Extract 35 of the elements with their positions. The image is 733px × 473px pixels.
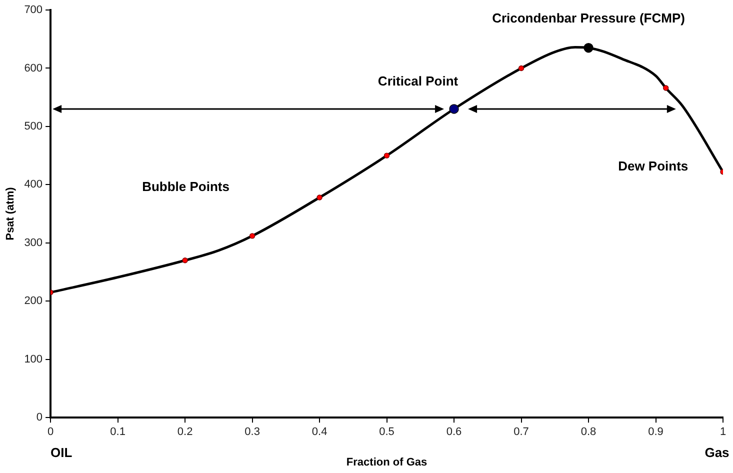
x-tick-label: 0.3 [244,426,260,438]
x-axis-title: Fraction of Gas [346,456,428,468]
annotation: Critical Point [378,74,459,89]
point [662,85,669,91]
y-tick-label: 600 [24,62,43,74]
point [384,152,390,158]
point [249,233,256,239]
y-axis-title: Psat (atm) [4,186,17,240]
annotation: Dew Points [618,158,688,174]
point [449,104,459,114]
x-tick-label: 0.7 [514,426,529,438]
y-tick-label: 300 [24,236,43,249]
x-tick-label: 0.2 [177,426,193,438]
annotation: Cricondenbar Pressure (FCMP) [492,10,685,26]
x-tick-label: 0 [47,426,54,438]
point [584,43,594,53]
y-tick-label: 700 [24,4,43,16]
annotation: Bubble Points [142,178,230,194]
y-tick-label: 0 [36,412,43,424]
x-tick-label: 0.9 [648,426,664,438]
text: OIL [50,445,72,460]
x-tick-label: 0.6 [446,426,462,438]
point [182,258,188,264]
y-tick-label: 100 [24,353,43,366]
text: Gas [704,445,730,460]
x-tick-label: 1 [720,426,726,438]
y-tick-label: 500 [24,120,43,132]
x-tick-label: 0.1 [110,426,126,438]
y-tick-label: 200 [24,295,43,308]
x-tick-label: 0.8 [580,426,596,438]
x-tick-label: 0.5 [379,426,394,438]
point [518,65,524,72]
x-tick-label: 0.4 [312,426,328,438]
y-tick-label: 400 [24,178,43,191]
point [316,194,322,200]
